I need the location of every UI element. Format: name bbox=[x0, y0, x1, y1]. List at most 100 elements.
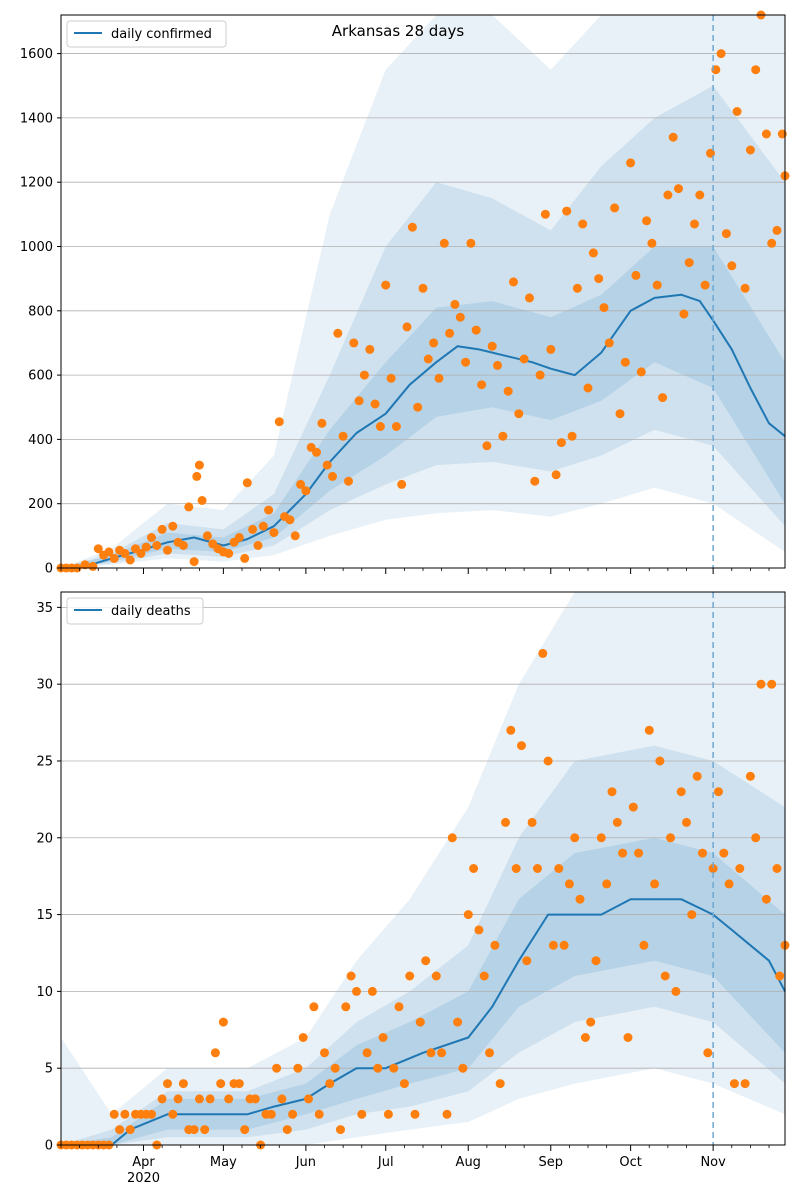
deaths-point-44 bbox=[288, 1109, 298, 1119]
deaths-point-73 bbox=[442, 1109, 452, 1119]
confirmed-point-42 bbox=[274, 417, 284, 427]
confirmed-point-59 bbox=[365, 344, 375, 354]
deaths-point-99 bbox=[580, 1033, 590, 1042]
confirmed-ytick-label-200: 200 bbox=[28, 497, 53, 512]
deaths-point-10 bbox=[109, 1109, 119, 1119]
deaths-point-118 bbox=[682, 817, 691, 827]
deaths-point-135 bbox=[772, 864, 782, 873]
confirmed-median-line bbox=[60, 293, 786, 569]
deaths-xtick-label-1: May bbox=[210, 1155, 237, 1170]
confirmed-point-8 bbox=[104, 547, 114, 557]
confirmed-point-117 bbox=[674, 184, 683, 194]
confirmed-point-4 bbox=[80, 560, 90, 570]
confirmed-point-77 bbox=[461, 357, 471, 367]
confirmed-axes: 0 200 400 600 800 1000 1200 1400 1600 bbox=[20, 47, 770, 577]
confirmed-point-131 bbox=[751, 65, 761, 75]
deaths-point-17 bbox=[147, 1109, 156, 1119]
deaths-ytick-label-20: 20 bbox=[36, 831, 53, 846]
confirmed-point-99 bbox=[578, 219, 588, 229]
confirmed-point-135 bbox=[772, 225, 782, 235]
confirmed-point-80 bbox=[477, 380, 487, 390]
confirmed-point-115 bbox=[663, 190, 673, 200]
confirmed-point-129 bbox=[740, 283, 750, 293]
deaths-point-97 bbox=[570, 833, 580, 843]
confirmed-ytick-label-1600: 1600 bbox=[20, 47, 53, 62]
confirmed-point-114 bbox=[658, 393, 668, 403]
deaths-point-111 bbox=[644, 725, 654, 735]
deaths-point-78 bbox=[469, 864, 479, 873]
deaths-legend-box bbox=[66, 597, 204, 625]
confirmed-point-120 bbox=[690, 219, 699, 229]
deaths-point-128 bbox=[735, 864, 745, 873]
confirmed-point-34 bbox=[234, 533, 244, 542]
deaths-point-134 bbox=[767, 679, 777, 689]
deaths-point-86 bbox=[511, 864, 521, 873]
confirmed-ytick-label-1400: 1400 bbox=[20, 111, 53, 126]
confirmed-legend-label: daily confirmed bbox=[111, 27, 212, 42]
confirmed-point-24 bbox=[189, 557, 199, 567]
deaths-xtick-label-0: Apr bbox=[132, 1155, 155, 1170]
deaths-point-94 bbox=[554, 864, 564, 873]
deaths-points bbox=[56, 648, 790, 1150]
deaths-point-72 bbox=[437, 1048, 447, 1058]
confirmed-point-72 bbox=[434, 373, 444, 383]
confirmed-point-61 bbox=[375, 422, 385, 431]
confirmed-point-118 bbox=[679, 309, 689, 319]
deaths-point-67 bbox=[410, 1109, 420, 1119]
deaths-point-60 bbox=[373, 1063, 383, 1073]
confirmed-point-111 bbox=[642, 216, 652, 226]
confirmed-legend: daily confirmed bbox=[66, 20, 227, 48]
deaths-point-105 bbox=[612, 817, 622, 827]
confirmed-point-26 bbox=[194, 460, 204, 470]
deaths-ytick-label-25: 25 bbox=[36, 754, 53, 769]
confirmed-point-121 bbox=[695, 190, 705, 200]
deaths-point-108 bbox=[628, 802, 638, 812]
deaths-point-23 bbox=[178, 1079, 188, 1089]
deaths-point-35 bbox=[240, 1125, 250, 1135]
confirmed-point-70 bbox=[423, 354, 433, 364]
confirmed-point-102 bbox=[594, 274, 604, 284]
deaths-point-58 bbox=[362, 1048, 372, 1058]
confirmed-point-6 bbox=[93, 544, 103, 554]
deaths-xtick-label-5: Sep bbox=[539, 1155, 564, 1170]
confirmed-point-23 bbox=[184, 502, 194, 512]
deaths-point-51 bbox=[325, 1079, 335, 1089]
deaths-point-70 bbox=[426, 1048, 436, 1058]
deaths-point-115 bbox=[666, 833, 675, 843]
confirmed-point-89 bbox=[525, 293, 534, 303]
deaths-ytick-label-35: 35 bbox=[36, 601, 53, 616]
deaths-point-83 bbox=[495, 1079, 505, 1089]
deaths-point-101 bbox=[591, 956, 601, 966]
confirmed-point-53 bbox=[333, 328, 343, 338]
deaths-point-56 bbox=[352, 986, 361, 996]
deaths-point-21 bbox=[168, 1109, 178, 1119]
deaths-point-81 bbox=[485, 1048, 494, 1058]
confirmed-point-37 bbox=[248, 524, 258, 534]
confirmed-point-76 bbox=[455, 312, 465, 322]
confirmed-point-88 bbox=[519, 354, 529, 364]
confirmed-point-36 bbox=[242, 478, 252, 488]
deaths-point-89 bbox=[527, 817, 537, 827]
confirmed-point-73 bbox=[439, 238, 449, 248]
confirmed-point-96 bbox=[562, 206, 572, 216]
confirmed-point-79 bbox=[471, 325, 481, 335]
deaths-point-123 bbox=[708, 864, 718, 873]
confirmed-point-82 bbox=[487, 341, 497, 351]
confirmed-point-35 bbox=[240, 553, 250, 563]
confirmed-point-108 bbox=[626, 158, 636, 168]
confirmed-point-44 bbox=[285, 515, 295, 525]
confirmed-ytick-label-800: 800 bbox=[28, 304, 53, 319]
deaths-point-116 bbox=[671, 986, 681, 996]
deaths-ytick-label-5: 5 bbox=[45, 1062, 53, 1077]
confirmed-grid bbox=[61, 53, 785, 569]
confirmed-point-18 bbox=[157, 524, 167, 534]
deaths-ytick-label-10: 10 bbox=[36, 985, 53, 1000]
confirmed-point-112 bbox=[647, 238, 657, 248]
deaths-point-125 bbox=[719, 848, 729, 858]
deaths-xtick-label-2: Jun bbox=[295, 1155, 316, 1170]
confirmed-point-54 bbox=[338, 431, 348, 441]
deaths-xtick-label-7: Nov bbox=[700, 1155, 726, 1170]
confirmed-point-127 bbox=[727, 261, 737, 271]
confirmed-legend-box bbox=[66, 20, 227, 48]
confirmed-point-52 bbox=[328, 471, 337, 481]
